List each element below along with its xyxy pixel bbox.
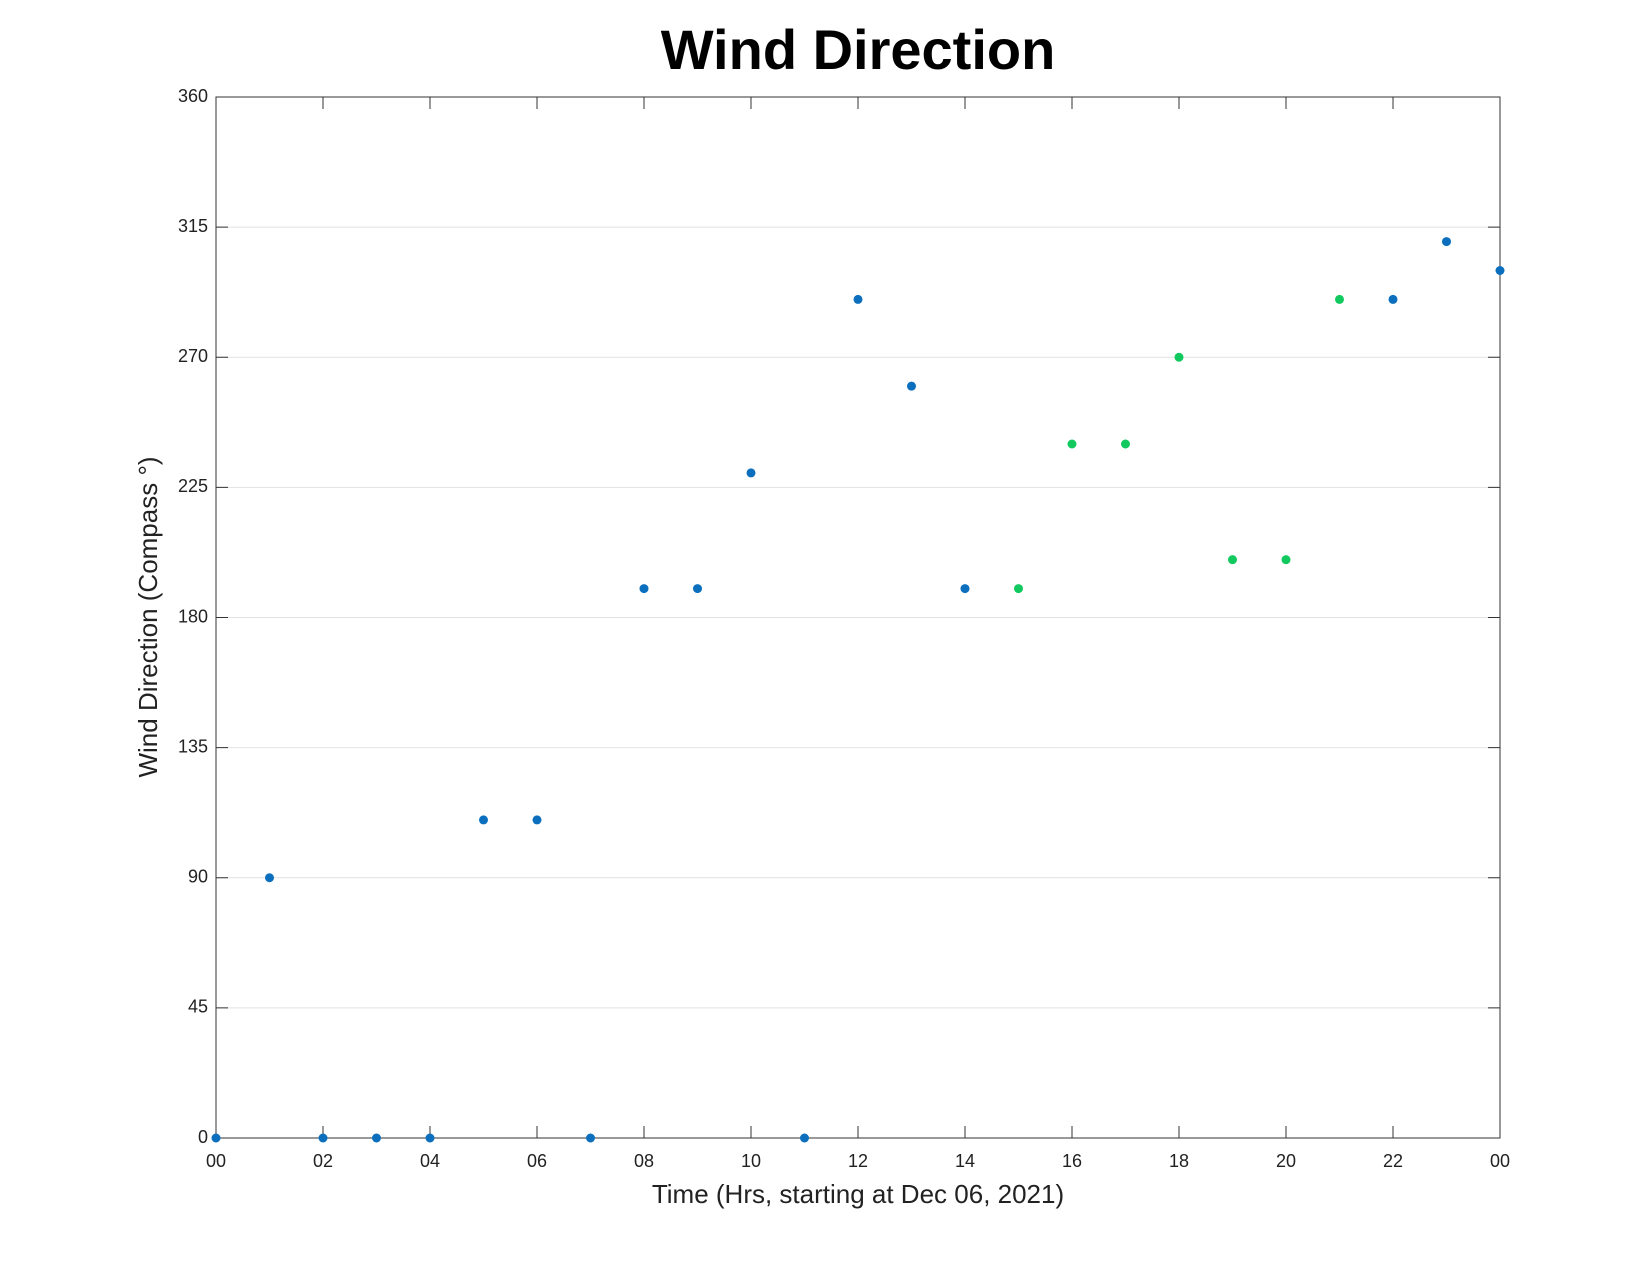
point bbox=[1281, 555, 1291, 565]
x-tick-label: 14 bbox=[955, 1151, 975, 1171]
y-axis-label: Wind Direction (Compass °) bbox=[133, 456, 163, 777]
chart-title: Wind Direction bbox=[661, 18, 1056, 81]
point bbox=[1121, 439, 1130, 449]
point bbox=[746, 468, 756, 478]
point bbox=[639, 584, 649, 594]
point bbox=[960, 584, 970, 594]
x-tick-label: 20 bbox=[1276, 1151, 1296, 1171]
x-tick-label: 02 bbox=[313, 1151, 333, 1171]
point bbox=[1014, 584, 1023, 594]
y-tick-label: 270 bbox=[178, 346, 208, 366]
x-axis-label: Time (Hrs, starting at Dec 06, 2021) bbox=[652, 1179, 1064, 1209]
point bbox=[425, 1133, 435, 1143]
point bbox=[693, 584, 702, 594]
point bbox=[1335, 294, 1344, 304]
x-tick-label: 08 bbox=[634, 1151, 654, 1171]
x-tick-label: 04 bbox=[420, 1151, 440, 1171]
x-tick-label: 22 bbox=[1383, 1151, 1403, 1171]
y-tick-label: 360 bbox=[178, 86, 208, 106]
point bbox=[318, 1133, 328, 1143]
x-tick-label: 10 bbox=[741, 1151, 761, 1171]
point bbox=[1495, 266, 1505, 275]
x-tick-label: 06 bbox=[527, 1151, 547, 1171]
y-tick-label: 180 bbox=[178, 606, 208, 626]
point bbox=[1442, 237, 1451, 247]
point bbox=[532, 815, 542, 825]
y-tick-label: 0 bbox=[198, 1127, 208, 1147]
x-tick-label: 00 bbox=[206, 1151, 226, 1171]
point bbox=[1388, 294, 1398, 304]
x-tick-label: 16 bbox=[1062, 1151, 1082, 1171]
point bbox=[907, 381, 916, 391]
point bbox=[372, 1133, 381, 1143]
point bbox=[265, 873, 274, 883]
point bbox=[1228, 555, 1237, 565]
point bbox=[1067, 439, 1077, 449]
x-tick-label: 00 bbox=[1490, 1151, 1510, 1171]
x-tick-label: 12 bbox=[848, 1151, 868, 1171]
y-tick-label: 90 bbox=[188, 867, 208, 887]
y-tick-label: 225 bbox=[178, 476, 208, 496]
point bbox=[479, 815, 488, 825]
point bbox=[211, 1133, 221, 1143]
y-tick-label: 135 bbox=[178, 736, 208, 756]
x-tick-label: 18 bbox=[1169, 1151, 1189, 1171]
point bbox=[800, 1133, 809, 1143]
point bbox=[586, 1133, 595, 1143]
y-tick-label: 315 bbox=[178, 216, 208, 236]
plot-frame bbox=[215, 96, 1501, 1139]
point bbox=[853, 294, 863, 304]
y-tick-label: 45 bbox=[188, 997, 208, 1017]
point bbox=[1174, 352, 1184, 362]
